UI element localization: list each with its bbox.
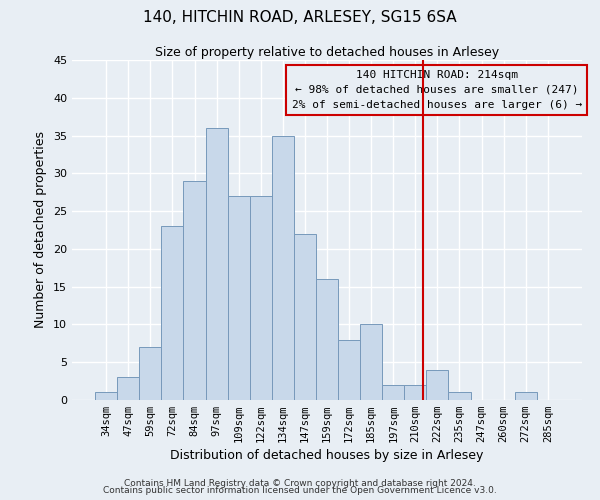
Bar: [427, 370, 448, 400]
X-axis label: Distribution of detached houses by size in Arlesey: Distribution of detached houses by size …: [170, 450, 484, 462]
Bar: [316, 279, 338, 400]
Bar: [404, 385, 427, 400]
Bar: [139, 347, 161, 400]
Bar: [184, 181, 206, 400]
Text: Contains HM Land Registry data © Crown copyright and database right 2024.: Contains HM Land Registry data © Crown c…: [124, 478, 476, 488]
Bar: [161, 226, 184, 400]
Bar: [95, 392, 117, 400]
Text: 140 HITCHIN ROAD: 214sqm
← 98% of detached houses are smaller (247)
2% of semi-d: 140 HITCHIN ROAD: 214sqm ← 98% of detach…: [292, 70, 582, 110]
Bar: [250, 196, 272, 400]
Y-axis label: Number of detached properties: Number of detached properties: [34, 132, 47, 328]
Bar: [448, 392, 470, 400]
Text: Contains public sector information licensed under the Open Government Licence v3: Contains public sector information licen…: [103, 486, 497, 495]
Bar: [294, 234, 316, 400]
Bar: [206, 128, 227, 400]
Bar: [382, 385, 404, 400]
Bar: [272, 136, 294, 400]
Bar: [360, 324, 382, 400]
Title: Size of property relative to detached houses in Arlesey: Size of property relative to detached ho…: [155, 46, 499, 59]
Bar: [227, 196, 250, 400]
Bar: [338, 340, 360, 400]
Bar: [117, 378, 139, 400]
Text: 140, HITCHIN ROAD, ARLESEY, SG15 6SA: 140, HITCHIN ROAD, ARLESEY, SG15 6SA: [143, 10, 457, 25]
Bar: [515, 392, 537, 400]
